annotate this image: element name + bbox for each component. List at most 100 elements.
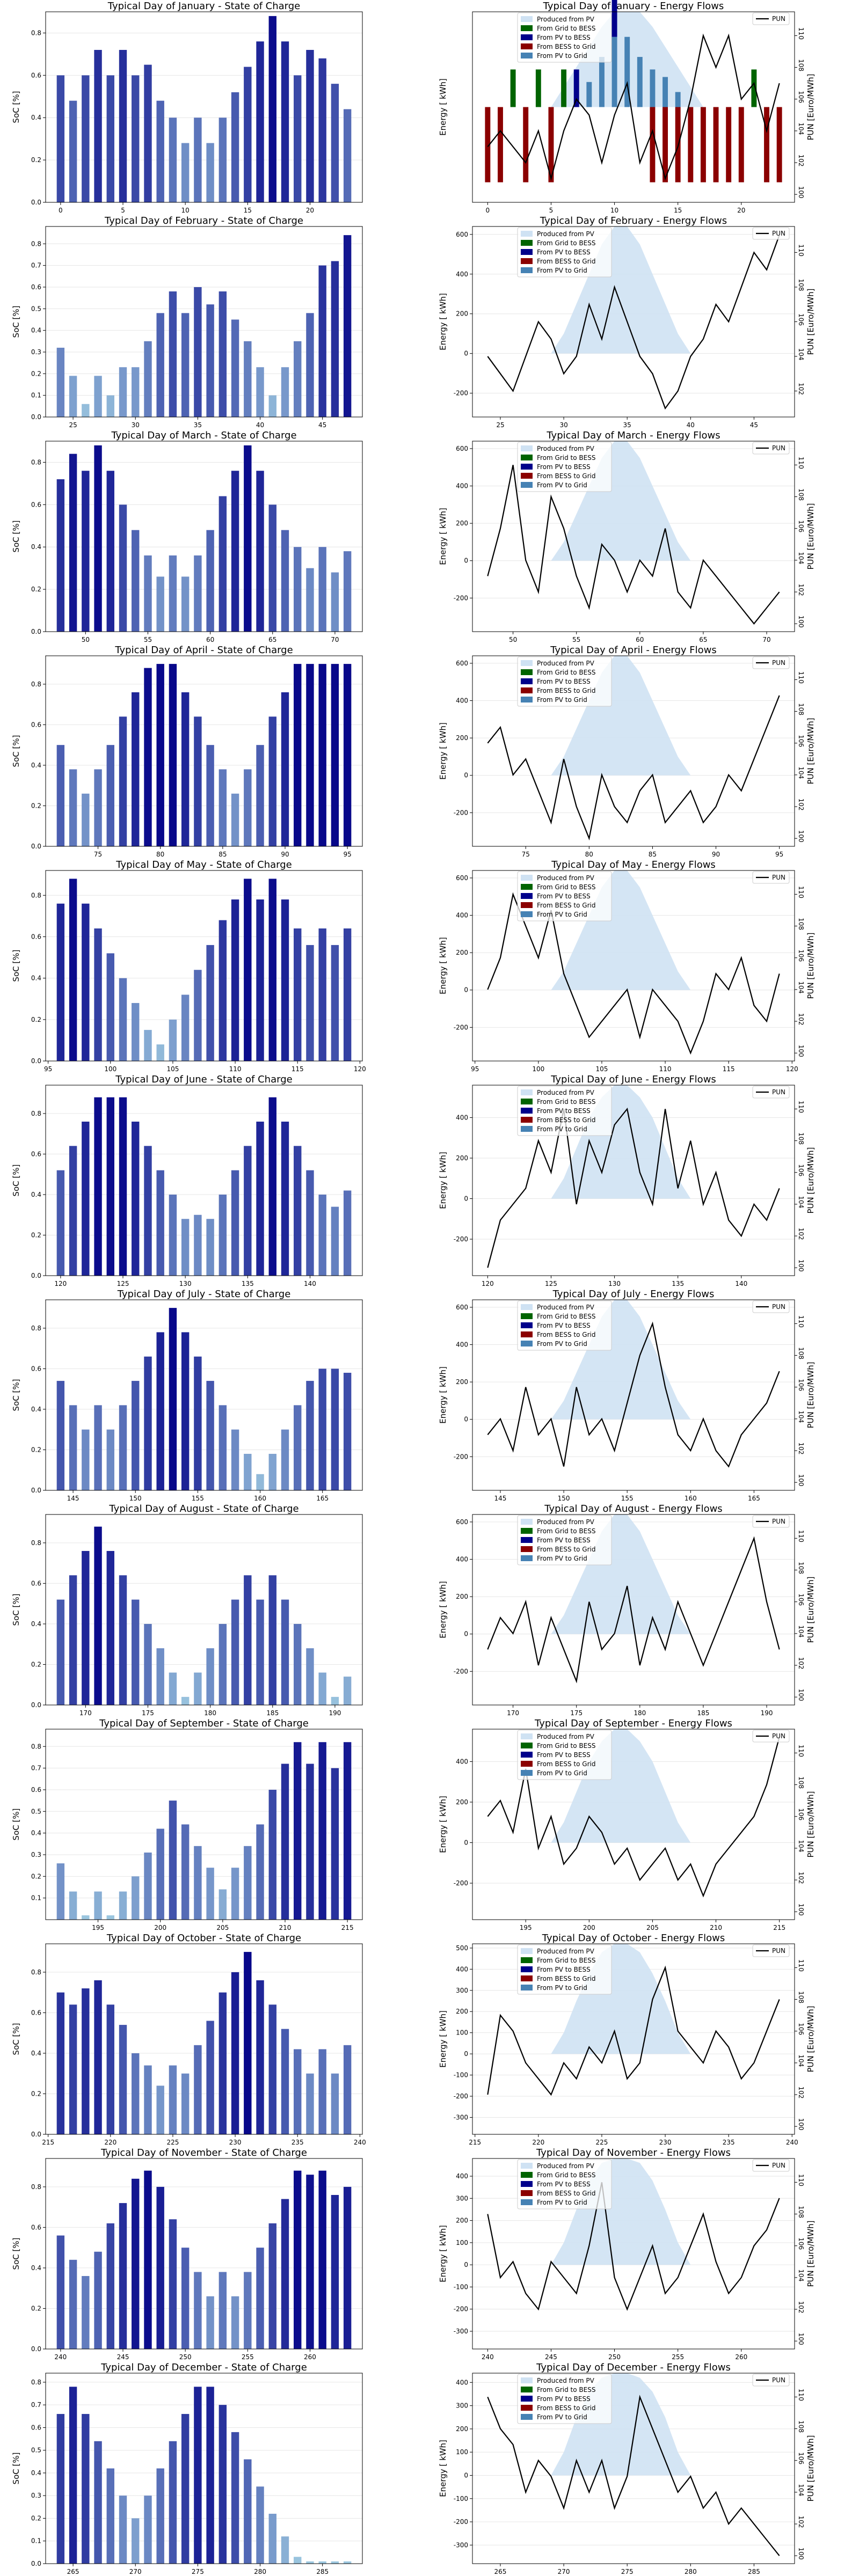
soc-bar <box>69 2004 77 2134</box>
soc-bar <box>343 2561 352 2564</box>
x-tick-label: 125 <box>117 1280 129 1287</box>
y-tick-label: 0.1 <box>31 2537 41 2545</box>
chart-title: Typical Day of February - State of Charg… <box>104 215 303 226</box>
soc-bar <box>306 1170 314 1276</box>
flow-chart-february: Typical Day of February - Energy Flows 10… <box>438 215 816 429</box>
legend-box <box>517 2374 612 2424</box>
soc-bar <box>244 2459 252 2564</box>
chart-title: Typical Day of November - State of Charg… <box>100 2147 307 2158</box>
legend-pv-bess-swatch <box>521 34 533 40</box>
y2-tick-label: 110 <box>797 1530 805 1542</box>
chart-title: Typical Day of April - Energy Flows <box>550 645 717 656</box>
soc-chart-october: Typical Day of October - State of Charge… <box>11 1933 366 2146</box>
x-tick-label: 90 <box>281 851 289 858</box>
pv-to-grid-bar <box>663 77 668 107</box>
legend-pun-label: PUN <box>772 15 785 23</box>
soc-bar <box>156 576 164 632</box>
y-axis-label: Energy [ kWh] <box>438 1796 448 1853</box>
soc-bar <box>169 2441 177 2564</box>
soc-bar <box>206 2387 214 2564</box>
x-tick-label: 195 <box>92 1924 104 1931</box>
x-tick-label: 230 <box>229 2139 242 2146</box>
soc-chart-august: Typical Day of August - State of Charge 0… <box>11 1503 363 1717</box>
plot-frame <box>472 441 795 632</box>
x-tick-label: 45 <box>318 421 326 429</box>
x-tick-label: 275 <box>192 2568 204 2575</box>
chart-title: Typical Day of July - Energy Flows <box>552 1289 715 1300</box>
legend-box <box>517 1944 612 1995</box>
y-tick-label: 600 <box>456 1304 468 1311</box>
y-tick-label: 0.0 <box>31 1701 41 1709</box>
y-tick-label: 200 <box>456 2217 468 2224</box>
y2-tick-label: 110 <box>797 2174 805 2186</box>
soc-bar <box>132 1381 140 1490</box>
pun-line <box>487 2182 780 2311</box>
soc-bar <box>82 75 90 202</box>
chart-title: Typical Day of August - Energy Flows <box>544 1503 722 1514</box>
soc-bar <box>331 2561 339 2564</box>
y-axis-label: SoC [%] <box>11 735 21 767</box>
soc-bar <box>169 1308 177 1490</box>
y-tick-label: 0.8 <box>31 1324 41 1332</box>
soc-bar <box>206 2021 214 2134</box>
legend-pv-grid-swatch <box>521 53 533 58</box>
legend-pv-bess-swatch <box>521 2396 533 2402</box>
grid-to-bess-bar <box>510 69 516 107</box>
soc-bar <box>94 1891 102 1920</box>
soc-bar <box>144 1852 152 1920</box>
y-tick-label: 400 <box>456 1556 468 1563</box>
soc-bar <box>69 2259 77 2349</box>
x-tick-label: 15 <box>674 207 682 214</box>
soc-bar <box>268 16 276 203</box>
soc-bar <box>281 1429 289 1490</box>
plot-frame <box>472 870 795 1062</box>
soc-bar <box>306 1381 314 1490</box>
legend-pv-bess-label: From PV to BESS <box>537 1751 591 1759</box>
x-tick-label: 95 <box>471 1065 479 1073</box>
y-tick-label: 0.0 <box>31 2560 41 2567</box>
soc-bar <box>268 504 276 632</box>
chart-title: Typical Day of September - Energy Flows <box>534 1718 732 1729</box>
soc-bar <box>244 879 252 1061</box>
soc-bar <box>106 2004 114 2134</box>
x-tick-label: 75 <box>94 851 102 858</box>
x-tick-label: 170 <box>507 1709 519 1717</box>
y2-tick-label: 102 <box>797 2516 805 2528</box>
soc-bar <box>181 1219 190 1276</box>
chart-title: Typical Day of October - State of Charge <box>106 1933 301 1944</box>
pv-area <box>487 12 780 107</box>
x-tick-label: 40 <box>687 421 695 429</box>
legend-grid-bess-swatch <box>521 25 533 31</box>
y2-tick-label: 108 <box>797 1991 805 2003</box>
chart-title: Typical Day of December - Energy Flows <box>536 2362 731 2373</box>
soc-bar <box>156 313 164 417</box>
y2-axis-label: PUN [Euro/MWh] <box>806 288 816 355</box>
y2-axis-label: PUN [Euro/MWh] <box>806 718 816 784</box>
soc-bar <box>156 2468 164 2564</box>
soc-bar <box>69 1891 77 1920</box>
soc-bar <box>318 265 326 417</box>
x-tick-label: 190 <box>329 1709 341 1717</box>
soc-bar <box>82 793 90 846</box>
legend-pv-label: Produced from PV <box>537 230 595 238</box>
soc-bar <box>244 341 252 417</box>
x-tick-label: 255 <box>672 2353 684 2361</box>
chart-title: Typical Day of August - State of Charge <box>108 1503 299 1514</box>
soc-bar <box>119 1575 127 1705</box>
soc-bar <box>156 1648 164 1705</box>
x-tick-label: 100 <box>104 1065 117 1073</box>
y-axis-label: SoC [%] <box>11 306 21 338</box>
soc-bar <box>294 2049 302 2134</box>
pv-area <box>487 1729 780 1843</box>
x-tick-label: 115 <box>723 1065 735 1073</box>
soc-bar <box>156 1332 164 1490</box>
soc-bar <box>281 41 289 202</box>
soc-bar <box>331 84 339 202</box>
pv-area <box>487 1514 780 1634</box>
y-tick-label: 0 <box>464 2050 468 2058</box>
soc-bar <box>306 945 314 1061</box>
soc-bar <box>181 313 190 417</box>
soc-bar <box>244 1454 252 1490</box>
y2-tick-label: 102 <box>797 584 805 596</box>
